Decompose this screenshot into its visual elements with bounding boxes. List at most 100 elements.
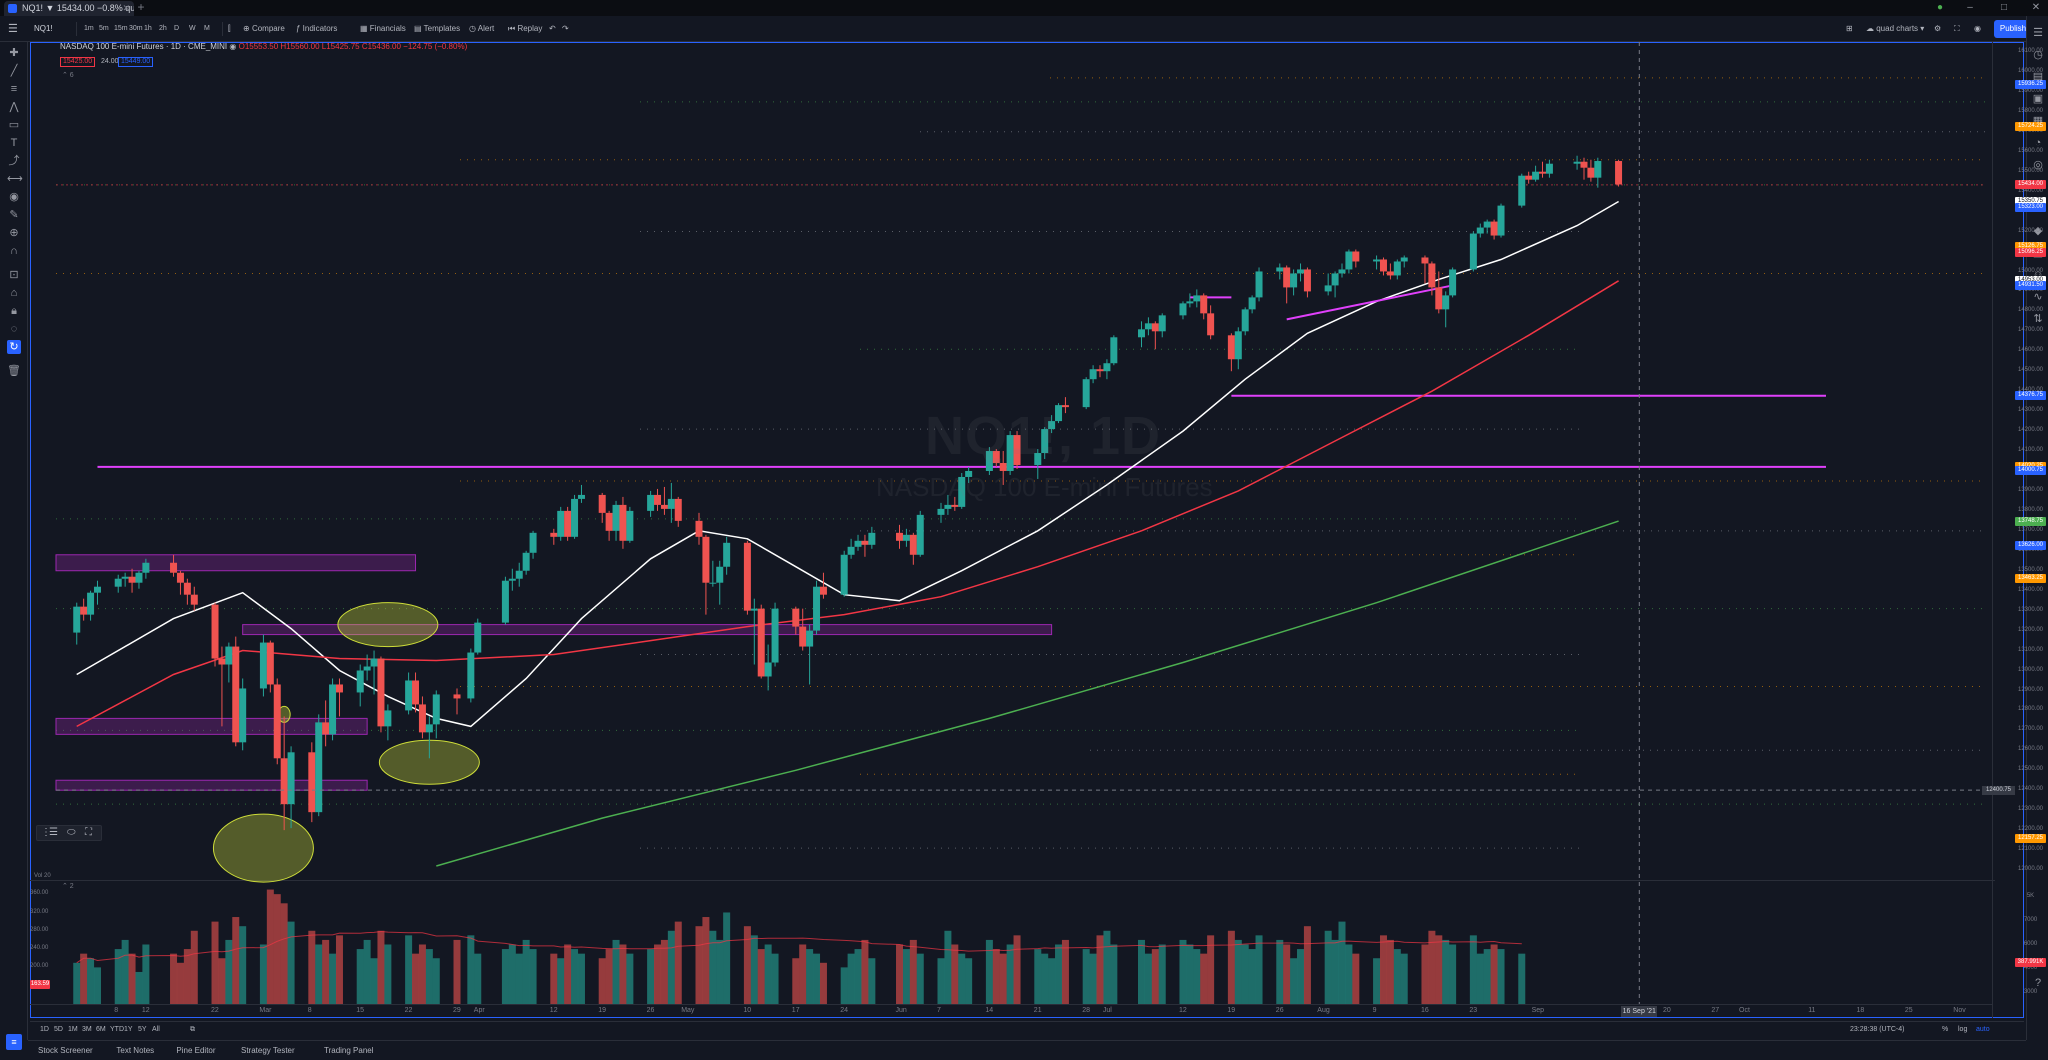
range-button-3m[interactable]: 3M xyxy=(82,1026,92,1033)
legend-eye-icon[interactable]: ◉ xyxy=(229,42,239,51)
menu-icon[interactable]: ☰ xyxy=(8,23,18,35)
undo-icon[interactable]: ↶ xyxy=(549,24,556,33)
volume-collapse-toggle[interactable]: ⌃ 2 xyxy=(62,883,74,890)
bottom-tab-pine-editor[interactable]: Pine Editor xyxy=(176,1046,216,1055)
chart-type-icon[interactable]: ⫿ xyxy=(228,24,231,33)
snapshot-camera-icon[interactable]: ◉ xyxy=(1974,24,1981,33)
brush-icon[interactable]: ✎ xyxy=(9,209,19,221)
alerts-clock-icon[interactable]: ◷ xyxy=(2033,49,2043,61)
horizontal-lines-icon[interactable]: ≡ xyxy=(10,83,18,95)
interval-D[interactable]: D xyxy=(174,25,180,32)
drag-handle-icon[interactable]: ⋮ xyxy=(41,827,51,838)
zoom-in-icon[interactable]: ⊕ xyxy=(9,227,19,239)
chart-pane[interactable] xyxy=(30,42,2024,1018)
ellipse-tool-icon[interactable]: ⬭ xyxy=(67,827,76,838)
compare-button[interactable]: ⊕ Compare xyxy=(243,21,285,37)
interval-1m[interactable]: 1m xyxy=(84,25,94,32)
ideas-icon[interactable]: ◔ xyxy=(2034,137,2042,149)
alert-button[interactable]: ◷ Alert xyxy=(469,21,494,37)
text-tool-icon[interactable]: T xyxy=(10,137,18,149)
interval-5m[interactable]: 5m xyxy=(99,25,109,32)
interval-30m[interactable]: 30m xyxy=(129,25,143,32)
pattern-icon[interactable]: ⋀ xyxy=(9,101,19,113)
window-close-icon[interactable]: ✕ xyxy=(2031,2,2041,13)
hide-drawings-icon[interactable]: ◌ xyxy=(10,323,18,335)
clock-time[interactable]: 23:28:38 (UTC-4) xyxy=(1850,1026,1905,1033)
financials-button[interactable]: ▦ Financials xyxy=(360,21,406,37)
interval-W[interactable]: W xyxy=(189,25,196,32)
lock-icon[interactable]: 🔒︎ xyxy=(11,305,17,317)
templates-button[interactable]: ▤ Templates xyxy=(414,21,460,37)
crosshair-icon[interactable]: ✚ xyxy=(9,47,19,59)
layout-grid-icon[interactable]: ⊞ xyxy=(1846,24,1853,33)
fullscreen-icon[interactable]: ⛶ xyxy=(1954,24,1960,33)
tab-close-icon[interactable]: ✕ xyxy=(122,3,130,13)
prediction-icon[interactable]: ⤴ xyxy=(8,155,20,167)
minimize-icon[interactable]: – xyxy=(1967,2,1973,13)
order-panel-icon[interactable]: ⇅ xyxy=(2033,313,2043,325)
lock-drawing-icon[interactable]: ⊡ xyxy=(9,269,19,281)
trash-icon[interactable]: 🗑︎ xyxy=(7,365,21,377)
range-button-1y[interactable]: 1Y xyxy=(124,1026,133,1033)
calendar-icon[interactable]: ▦ xyxy=(2032,115,2044,127)
notifications-icon[interactable]: ◆ xyxy=(2033,225,2043,237)
redo-icon[interactable]: ↷ xyxy=(562,24,569,33)
trend-line-icon[interactable]: ╱ xyxy=(10,65,18,77)
goto-date-icon[interactable]: ⧉ xyxy=(190,1026,195,1033)
range-button-1d[interactable]: 1D xyxy=(40,1026,49,1033)
bottom-tab-text-notes[interactable]: Text Notes xyxy=(116,1046,155,1055)
browser-tab[interactable]: NQ1! ▼ 15434.00 −0.8% quad ✕ xyxy=(4,1,134,16)
bottom-tab-stock-screener[interactable]: Stock Screener xyxy=(38,1046,93,1055)
interval-1h[interactable]: 1h xyxy=(144,25,152,32)
new-tab-button[interactable]: + xyxy=(137,0,145,14)
data-window-icon[interactable]: ▤ xyxy=(2032,71,2044,83)
range-button-ytd[interactable]: YTD xyxy=(110,1026,124,1033)
range-button-6m[interactable]: 6M xyxy=(96,1026,106,1033)
streams-icon[interactable]: ◎ xyxy=(2033,159,2043,171)
log-toggle[interactable]: log xyxy=(1958,1026,1968,1033)
legend-title[interactable]: NASDAQ 100 E-mini Futures · 1D · CME_MIN… xyxy=(60,42,228,51)
price-tick-label: 15000.00 xyxy=(2017,267,2044,274)
ask-price-box[interactable]: 15449.00 xyxy=(118,57,154,67)
sync-drawings-icon[interactable]: ↻ xyxy=(7,340,21,354)
bid-price-box[interactable]: 15425.00 xyxy=(60,57,96,67)
legend-collapse-toggle[interactable]: ⌃ 6 xyxy=(62,72,74,79)
symbol-search[interactable]: NQ1! xyxy=(34,24,53,33)
auto-toggle[interactable]: auto xyxy=(1976,1026,1990,1033)
bottom-tab-trading-panel[interactable]: Trading Panel xyxy=(324,1046,374,1055)
hotlist-icon[interactable]: ▣ xyxy=(2032,93,2044,105)
range-button-all[interactable]: All xyxy=(152,1026,160,1033)
extension-icon[interactable]: ● xyxy=(1936,2,1944,13)
measure-icon[interactable]: ⟷ xyxy=(7,173,23,185)
bottom-menu-icon[interactable]: ≡ xyxy=(6,1034,22,1050)
range-button-5y[interactable]: 5Y xyxy=(138,1026,147,1033)
interval-2h[interactable]: 2h xyxy=(159,25,167,32)
settings-gear-icon[interactable]: ⚙ xyxy=(1934,24,1942,33)
price-tick-label: 12600.00 xyxy=(2017,746,2044,753)
percent-toggle[interactable]: % xyxy=(1942,1026,1949,1033)
magnet-icon[interactable]: ∩ xyxy=(10,245,18,257)
candle-body xyxy=(1234,331,1242,360)
maximize-icon[interactable]: □ xyxy=(2000,2,2008,13)
range-button-1m[interactable]: 1M xyxy=(68,1026,78,1033)
interval-M[interactable]: M xyxy=(204,25,210,32)
help-icon[interactable]: ? xyxy=(2034,977,2042,989)
stay-in-drawing-icon[interactable]: ⌂ xyxy=(10,287,18,299)
range-button-5d[interactable]: 5D xyxy=(54,1026,63,1033)
candle-body xyxy=(87,592,95,615)
people-icon[interactable]: ☺ xyxy=(2032,269,2044,281)
candle xyxy=(709,560,717,587)
eye-icon[interactable]: ◉ xyxy=(9,191,19,203)
indicators-button[interactable]: ƒ Indicators xyxy=(296,21,337,37)
pulse-icon[interactable]: ∿ xyxy=(2033,291,2043,303)
watchlist-icon[interactable]: ☰ xyxy=(2033,27,2043,39)
list-icon[interactable]: ☰ xyxy=(49,827,58,838)
geometric-shapes-icon[interactable]: ▭ xyxy=(8,119,20,131)
publish-button[interactable]: Publish xyxy=(1994,20,2032,38)
frame-icon[interactable]: ⛶ xyxy=(85,827,92,838)
interval-15m[interactable]: 15m xyxy=(114,25,128,32)
replay-button[interactable]: ⏮ Replay xyxy=(508,21,542,37)
bottom-tab-strategy-tester[interactable]: Strategy Tester xyxy=(241,1046,295,1055)
layout-switcher[interactable]: ☁ quad charts ▾ xyxy=(1866,24,1925,33)
